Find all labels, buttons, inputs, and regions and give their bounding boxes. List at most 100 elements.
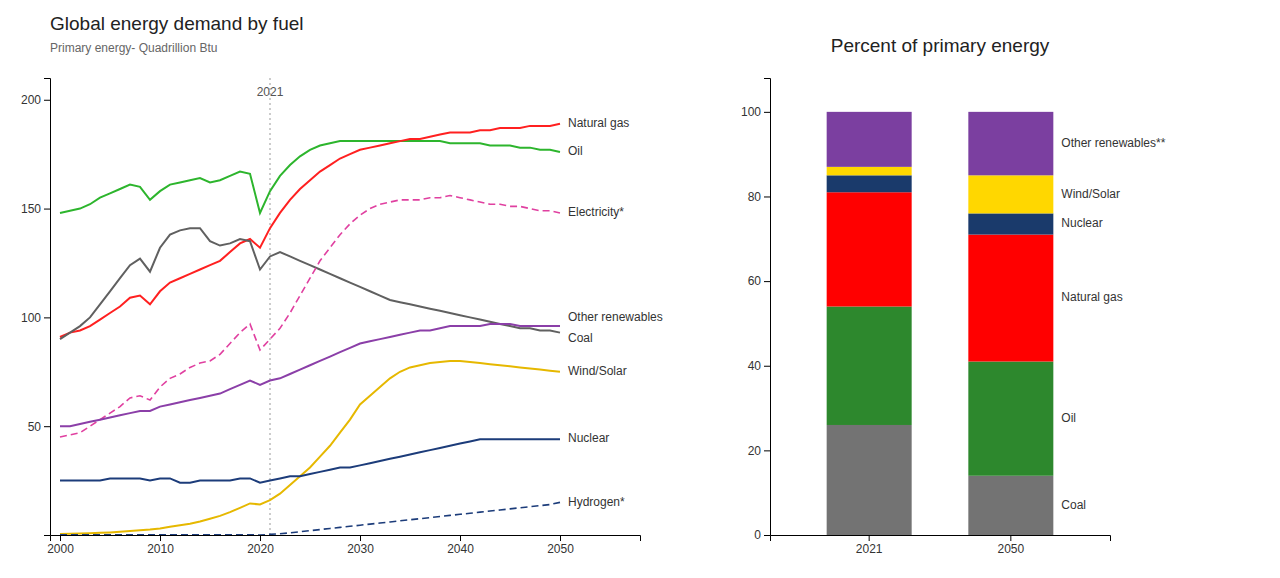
annotation: Oil xyxy=(568,144,583,158)
tick: 60 xyxy=(748,274,770,288)
bar-series xyxy=(827,175,1054,234)
tick: 40 xyxy=(748,359,770,373)
series-line xyxy=(60,439,560,483)
annotation: Nuclear xyxy=(568,431,609,445)
plot-area xyxy=(60,78,560,535)
annotation: Coal xyxy=(568,331,593,345)
series-line xyxy=(60,196,560,438)
series-label: Natural gas xyxy=(1061,290,1122,304)
bar-segment xyxy=(968,112,1053,175)
annotation: Electricity* xyxy=(568,205,624,219)
tick-mark xyxy=(160,535,161,541)
tick-mark xyxy=(360,535,361,541)
chart-container: Global energy demand by fuel Primary ener… xyxy=(0,0,1280,578)
tick-mark xyxy=(764,112,770,113)
tick-label: 0 xyxy=(754,528,761,542)
tick-label: 100 xyxy=(21,311,41,325)
tick: 2010 xyxy=(147,535,174,556)
chart-svg: Global energy demand by fuel Primary ener… xyxy=(0,0,1280,578)
tick-label: 60 xyxy=(748,274,762,288)
title: Percent of primary energy xyxy=(831,35,1050,56)
tick-mark xyxy=(44,317,50,318)
tick: 200 xyxy=(21,93,50,107)
bar-segment xyxy=(827,192,912,306)
tick-label: 2040 xyxy=(447,542,474,556)
tick-label: 50 xyxy=(28,420,42,434)
tick-mark xyxy=(764,281,770,282)
x-axis: 2000 2010 2020 2030 2040 2050 xyxy=(47,535,640,556)
tick-label: 40 xyxy=(748,359,762,373)
tick: 0 xyxy=(754,528,770,542)
tick-label: 2050 xyxy=(547,542,574,556)
tick-label: 200 xyxy=(21,93,41,107)
series-line xyxy=(60,502,560,535)
tick-label: 2030 xyxy=(347,542,374,556)
tick: 2040 xyxy=(447,535,474,556)
tick-mark xyxy=(764,196,770,197)
tick: 2050 xyxy=(547,535,574,556)
bar-segment xyxy=(827,307,912,425)
series-line xyxy=(60,228,560,339)
axis-line xyxy=(771,536,1111,542)
series-line xyxy=(60,124,560,337)
tick: 50 xyxy=(28,420,50,434)
tick-mark xyxy=(869,535,870,541)
bar-segment xyxy=(827,112,912,167)
bar-segment xyxy=(968,235,1053,362)
series-line xyxy=(60,361,560,534)
axis-line xyxy=(764,79,771,536)
y-axis: 0 20 40 60 80 100 xyxy=(741,79,771,543)
tick: 2030 xyxy=(347,535,374,556)
tick-label: 2050 xyxy=(997,542,1024,556)
tick-mark xyxy=(44,100,50,101)
annotation: Other renewables xyxy=(568,310,663,324)
tick-label: 2020 xyxy=(247,542,274,556)
tick-mark xyxy=(44,209,50,210)
tick-mark xyxy=(1010,535,1011,541)
title: Global energy demand by fuel xyxy=(50,13,304,34)
tick: 2021 xyxy=(856,535,883,556)
bar-segment xyxy=(827,425,912,535)
series-label: Nuclear xyxy=(1061,216,1102,230)
reference-line xyxy=(270,78,271,535)
tick: 2050 xyxy=(997,535,1024,556)
series-label: Coal xyxy=(1061,498,1086,512)
series-label: Other renewables** xyxy=(1061,136,1165,150)
tick-label: 2000 xyxy=(47,542,74,556)
tick-mark xyxy=(44,426,50,427)
tick-label: 150 xyxy=(21,202,41,216)
tick: 80 xyxy=(748,190,770,204)
tick: 100 xyxy=(741,105,770,119)
annotation: Natural gas xyxy=(568,116,629,130)
plot-area xyxy=(827,112,1054,535)
bar-series xyxy=(827,112,1054,175)
axis-line xyxy=(44,79,51,536)
bar-segment xyxy=(968,362,1053,476)
bar-segment xyxy=(827,175,912,192)
tick-label: 2010 xyxy=(147,542,174,556)
bar-segment xyxy=(968,175,1053,213)
x-axis: 2021 2050 xyxy=(771,535,1111,556)
tick-mark xyxy=(764,450,770,451)
tick: 2020 xyxy=(247,535,274,556)
tick-mark xyxy=(764,366,770,367)
tick: 100 xyxy=(21,311,50,325)
series-label: Oil xyxy=(1061,411,1076,425)
bar-segment xyxy=(827,167,912,175)
tick: 2000 xyxy=(47,535,74,556)
tick-mark xyxy=(260,535,261,541)
bar-segment xyxy=(968,213,1053,234)
axis-line xyxy=(51,536,641,542)
tick-label: 100 xyxy=(741,105,761,119)
subtitle: Primary energy- Quadrillion Btu xyxy=(50,41,217,55)
tick: 150 xyxy=(21,202,50,216)
bar-series xyxy=(827,192,1054,361)
series-line xyxy=(60,141,560,213)
tick-mark xyxy=(560,535,561,541)
tick-label: 2021 xyxy=(856,542,883,556)
series-label: Wind/Solar xyxy=(1061,187,1120,201)
tick-mark xyxy=(460,535,461,541)
tick: 20 xyxy=(748,444,770,458)
tick-label: 80 xyxy=(748,190,762,204)
annotation: 2021 xyxy=(257,85,284,99)
